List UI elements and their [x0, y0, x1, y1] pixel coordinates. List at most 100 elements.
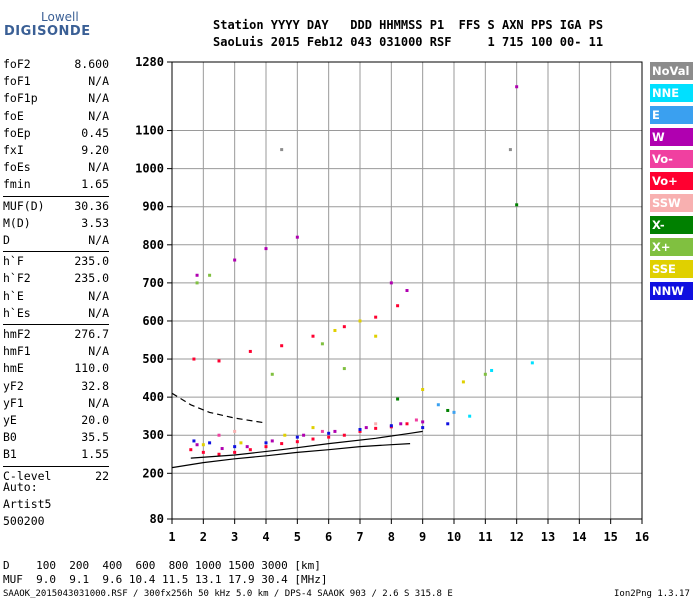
- data-point: [201, 443, 205, 447]
- legend-item: NoVal: [650, 62, 693, 80]
- data-point: [461, 380, 465, 384]
- param-label: h`E: [3, 288, 24, 303]
- data-point: [342, 367, 346, 371]
- param-label: yF1: [3, 395, 24, 410]
- param-value: N/A: [88, 74, 109, 89]
- logo-digisonde: DIGISONDE: [4, 24, 91, 39]
- data-point: [374, 334, 378, 338]
- param-separator: [3, 251, 109, 253]
- param-label: fxI: [3, 143, 24, 157]
- param-label: yF2: [3, 378, 24, 393]
- legend-item: SSE: [650, 260, 693, 278]
- data-point: [396, 397, 400, 401]
- legend-item: NNW: [650, 282, 693, 300]
- data-point: [233, 258, 237, 262]
- auto-program: Artist5: [3, 497, 52, 511]
- data-point: [327, 431, 331, 435]
- param-label: D: [3, 233, 10, 247]
- footer-version: Ion2Png 1.3.17: [614, 589, 690, 599]
- data-point: [239, 441, 243, 445]
- data-point: [264, 247, 268, 251]
- logo-lowell: Lowell: [41, 10, 79, 24]
- legend-item: X-: [650, 216, 693, 234]
- data-point: [327, 435, 331, 439]
- param-separator: [3, 195, 109, 197]
- legend-item: W: [650, 128, 693, 146]
- data-point: [333, 429, 337, 433]
- param-value: 30.36: [74, 198, 109, 213]
- data-point: [436, 403, 440, 407]
- data-point: [280, 442, 284, 446]
- data-point: [189, 448, 193, 452]
- data-point: [374, 315, 378, 319]
- x-tick-label: 4: [262, 530, 269, 544]
- param-label: hmF1: [3, 344, 31, 359]
- data-point: [248, 448, 252, 452]
- data-point: [245, 445, 249, 449]
- param-value: N/A: [88, 233, 109, 247]
- param-value: 3.53: [81, 215, 109, 230]
- legend-item: E: [650, 106, 693, 124]
- data-point: [264, 445, 268, 449]
- param-value: 235.0: [74, 271, 109, 286]
- legend-item: Vo+: [650, 172, 693, 190]
- data-point: [295, 440, 299, 444]
- param-value: N/A: [88, 288, 109, 303]
- y-tick-label: 80: [150, 512, 164, 526]
- data-point: [358, 429, 362, 433]
- param-row: MUF(D) 30.36: [3, 199, 109, 213]
- x-tick-label: 7: [356, 530, 363, 544]
- data-point: [405, 289, 409, 292]
- footer-muf-row: MUF 9.0 9.1 9.6 10.4 11.5 13.1 17.9 30.4…: [3, 573, 328, 586]
- data-point: [320, 342, 324, 346]
- legend-item: NNE: [650, 84, 693, 102]
- param-value: N/A: [88, 91, 109, 106]
- data-point: [446, 408, 450, 412]
- param-label: B0: [3, 430, 17, 445]
- param-value: 35.5: [81, 430, 109, 445]
- param-value: 32.8: [81, 378, 109, 393]
- param-separator: [3, 324, 109, 325]
- param-row: foE N/A: [3, 109, 109, 123]
- param-label: MUF(D): [3, 198, 45, 213]
- data-point: [530, 361, 534, 365]
- param-value: 22: [95, 468, 109, 483]
- param-row: D N/A: [3, 233, 109, 247]
- y-tick-label: 700: [142, 276, 164, 290]
- data-point: [421, 388, 425, 392]
- y-tick-label: 1000: [135, 162, 164, 176]
- param-label: C-level: [3, 468, 52, 483]
- data-point: [201, 450, 205, 454]
- x-tick-label: 12: [509, 530, 523, 544]
- footer-distance-row: D 100 200 400 600 800 1000 1500 3000 [km…: [3, 559, 321, 572]
- data-point: [374, 422, 378, 426]
- data-point: [195, 443, 199, 447]
- data-point: [220, 447, 224, 451]
- legend-item: X+: [650, 238, 693, 256]
- param-row: B0 35.5: [3, 430, 109, 444]
- data-point: [399, 422, 403, 426]
- data-point: [452, 410, 456, 414]
- param-value: 8.600: [74, 57, 109, 71]
- data-point: [421, 420, 425, 424]
- param-value: 1.55: [81, 447, 109, 462]
- param-label: hmF2: [3, 327, 31, 341]
- data-point: [405, 422, 409, 426]
- param-row: foEp 0.45: [3, 126, 109, 140]
- param-separator: [3, 465, 109, 467]
- param-label: M(D): [3, 215, 31, 230]
- x-tick-label: 5: [294, 530, 301, 544]
- data-point: [217, 433, 221, 437]
- data-point: [295, 235, 299, 239]
- y-tick-label: 1280: [135, 55, 164, 69]
- x-tick-label: 15: [603, 530, 617, 544]
- x-tick-label: 16: [635, 530, 649, 544]
- param-label: foF2: [3, 57, 31, 71]
- data-point: [374, 426, 378, 430]
- x-tick-label: 6: [325, 530, 332, 544]
- param-label: fmin: [3, 177, 31, 192]
- param-value: 1.65: [81, 177, 109, 192]
- data-point: [389, 424, 393, 428]
- data-point: [515, 85, 519, 89]
- legend-item: SSW: [650, 194, 693, 212]
